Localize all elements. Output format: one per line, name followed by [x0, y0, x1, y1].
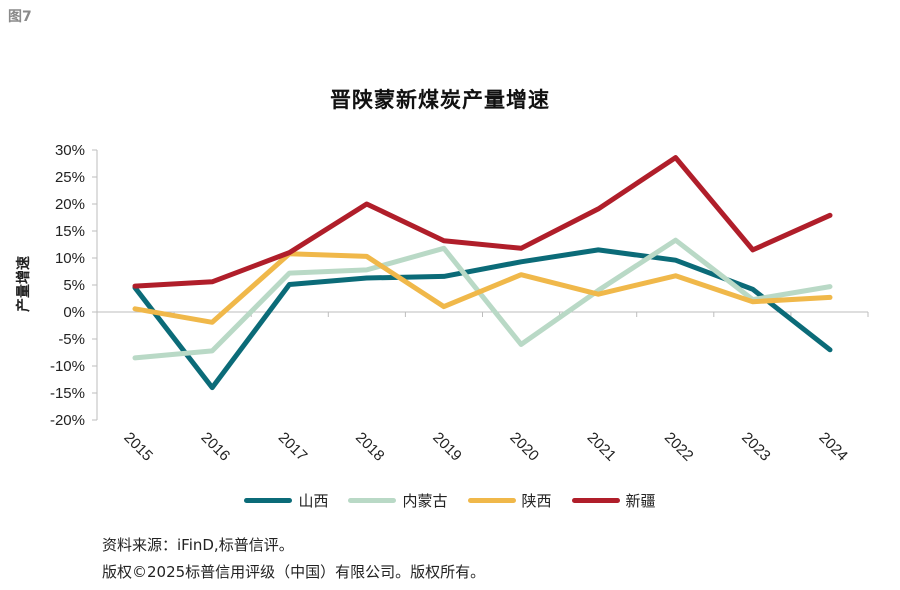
- x-tick-label: 2015: [120, 429, 156, 465]
- x-tick-label: 2020: [506, 429, 542, 465]
- x-tick-label: 2023: [738, 429, 774, 465]
- legend-swatch: [244, 498, 293, 503]
- x-tick-label: 2019: [429, 429, 465, 465]
- figure-label: 图7: [8, 9, 32, 25]
- legend-label: 山西: [298, 492, 329, 510]
- legend-item: 内蒙古: [348, 490, 448, 511]
- series-line-山西: [132, 247, 833, 391]
- legend-label: 内蒙古: [402, 492, 448, 510]
- y-tick-label: -15%: [50, 385, 85, 402]
- legend-item: 新疆: [571, 490, 656, 511]
- y-tick-label: 10%: [55, 250, 85, 267]
- copyright-note: 版权©2025标普信用评级（中国）有限公司。版权所有。: [102, 563, 486, 581]
- x-tick-label: 2022: [661, 429, 697, 465]
- y-tick-label: 15%: [55, 223, 85, 240]
- y-tick-label: -10%: [50, 358, 85, 375]
- x-tick-label: 2017: [275, 429, 311, 465]
- legend: 山西 内蒙古 陕西 新疆: [0, 490, 900, 511]
- legend-swatch: [571, 498, 620, 503]
- y-tick-label: -20%: [50, 412, 85, 429]
- legend-item: 陕西: [467, 490, 552, 511]
- source-note: 资料来源：iFinD,标普信评。: [102, 536, 294, 554]
- x-tick-label: 2016: [198, 429, 234, 465]
- legend-item: 山西: [244, 490, 328, 511]
- series-line-内蒙古: [132, 237, 833, 361]
- y-tick-label: 5%: [63, 277, 85, 294]
- y-tick-label: 30%: [55, 142, 85, 159]
- legend-label: 陕西: [521, 492, 552, 510]
- legend-label: 新疆: [625, 492, 656, 510]
- y-tick-label: -5%: [58, 331, 85, 348]
- x-tick-label: 2024: [815, 429, 851, 465]
- series-line-新疆: [132, 155, 833, 289]
- legend-swatch: [467, 498, 516, 503]
- x-tick-label: 2018: [352, 429, 388, 465]
- y-tick-label: 20%: [55, 196, 85, 213]
- legend-swatch: [348, 498, 397, 503]
- y-tick-label: 25%: [55, 169, 85, 186]
- series-line-陕西: [132, 251, 833, 325]
- x-tick-label: 2021: [584, 429, 620, 465]
- y-tick-label: 0%: [63, 304, 85, 321]
- chart-title: 晋陕蒙新煤炭产量增速: [330, 88, 550, 112]
